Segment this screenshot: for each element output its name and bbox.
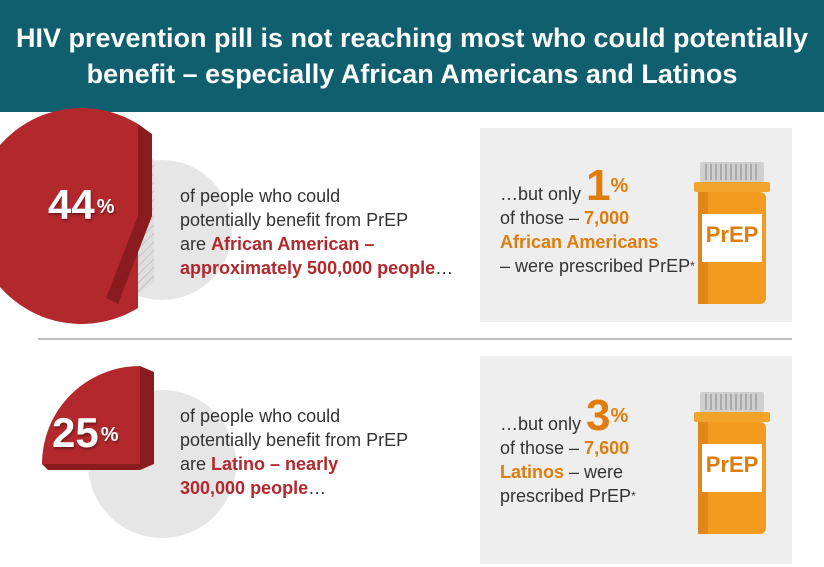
header-title-line2: benefit – especially African Americans a… — [86, 59, 738, 89]
desc-line: of people who could — [180, 186, 341, 206]
panel-line: …but only 3% — [500, 391, 629, 440]
panel-line: African Americans — [500, 232, 659, 252]
section-divider — [38, 338, 792, 340]
panel-text: …but only 3% of those – 7,600 Latinos – … — [500, 391, 636, 508]
african-american-prescribed-panel: …but only 1% of those – 7,000 African Am… — [480, 128, 792, 322]
panel-line: – were prescribed PrEP* — [500, 256, 695, 276]
panel-line: …but only 1% — [500, 161, 629, 210]
pill-bottle-icon: PrEP — [692, 158, 772, 308]
african-american-description: of people who could potentially benefit … — [180, 184, 453, 280]
latino-pie-chart: 25% — [20, 340, 250, 566]
latino-percent: 25% — [52, 409, 119, 456]
pill-bottle-icon: PrEP — [692, 388, 772, 538]
desc-line: are African American – — [180, 234, 375, 254]
desc-line: 300,000 people… — [180, 478, 327, 498]
african-american-pie-chart: 44% — [0, 108, 250, 338]
pie-highlight-slice — [42, 366, 140, 464]
african-american-percent: 44% — [48, 181, 115, 228]
panel-line: prescribed PrEP* — [500, 486, 636, 506]
header-title-line1: HIV prevention pill is not reaching most… — [15, 23, 809, 53]
pie-highlight-edge — [140, 366, 154, 464]
panel-text: …but only 1% of those – 7,000 African Am… — [500, 161, 695, 278]
pie-highlight-slice — [0, 108, 138, 324]
latino-description: of people who could potentially benefit … — [180, 404, 408, 500]
latino-section: 25% of people who could potentially bene… — [0, 340, 824, 567]
desc-line: are Latino – nearly — [180, 454, 339, 474]
panel-line: of those – 7,600 — [500, 438, 630, 458]
pie-highlight-edge-bottom — [106, 216, 152, 304]
pie-highlight-edge-bottom — [42, 464, 154, 470]
prescribed-percent: 1% — [586, 161, 629, 210]
desc-line: potentially benefit from PrEP — [180, 210, 409, 230]
prescribed-percent: 3% — [586, 391, 629, 440]
panel-line: of those – 7,000 — [500, 208, 630, 228]
latino-prescribed-panel: …but only 3% of those – 7,600 Latinos – … — [480, 356, 792, 564]
desc-line: potentially benefit from PrEP — [180, 430, 409, 450]
bottle-label: PrEP — [705, 452, 759, 477]
panel-line: Latinos – were — [500, 462, 624, 482]
bottle-label: PrEP — [705, 222, 759, 247]
desc-line: of people who could — [180, 406, 341, 426]
header-banner: HIV prevention pill is not reaching most… — [0, 0, 824, 112]
african-american-section: 44% of people who could potentially bene… — [0, 108, 824, 338]
pie-highlight-edge — [138, 124, 152, 216]
desc-line: approximately 500,000 people… — [180, 258, 454, 278]
